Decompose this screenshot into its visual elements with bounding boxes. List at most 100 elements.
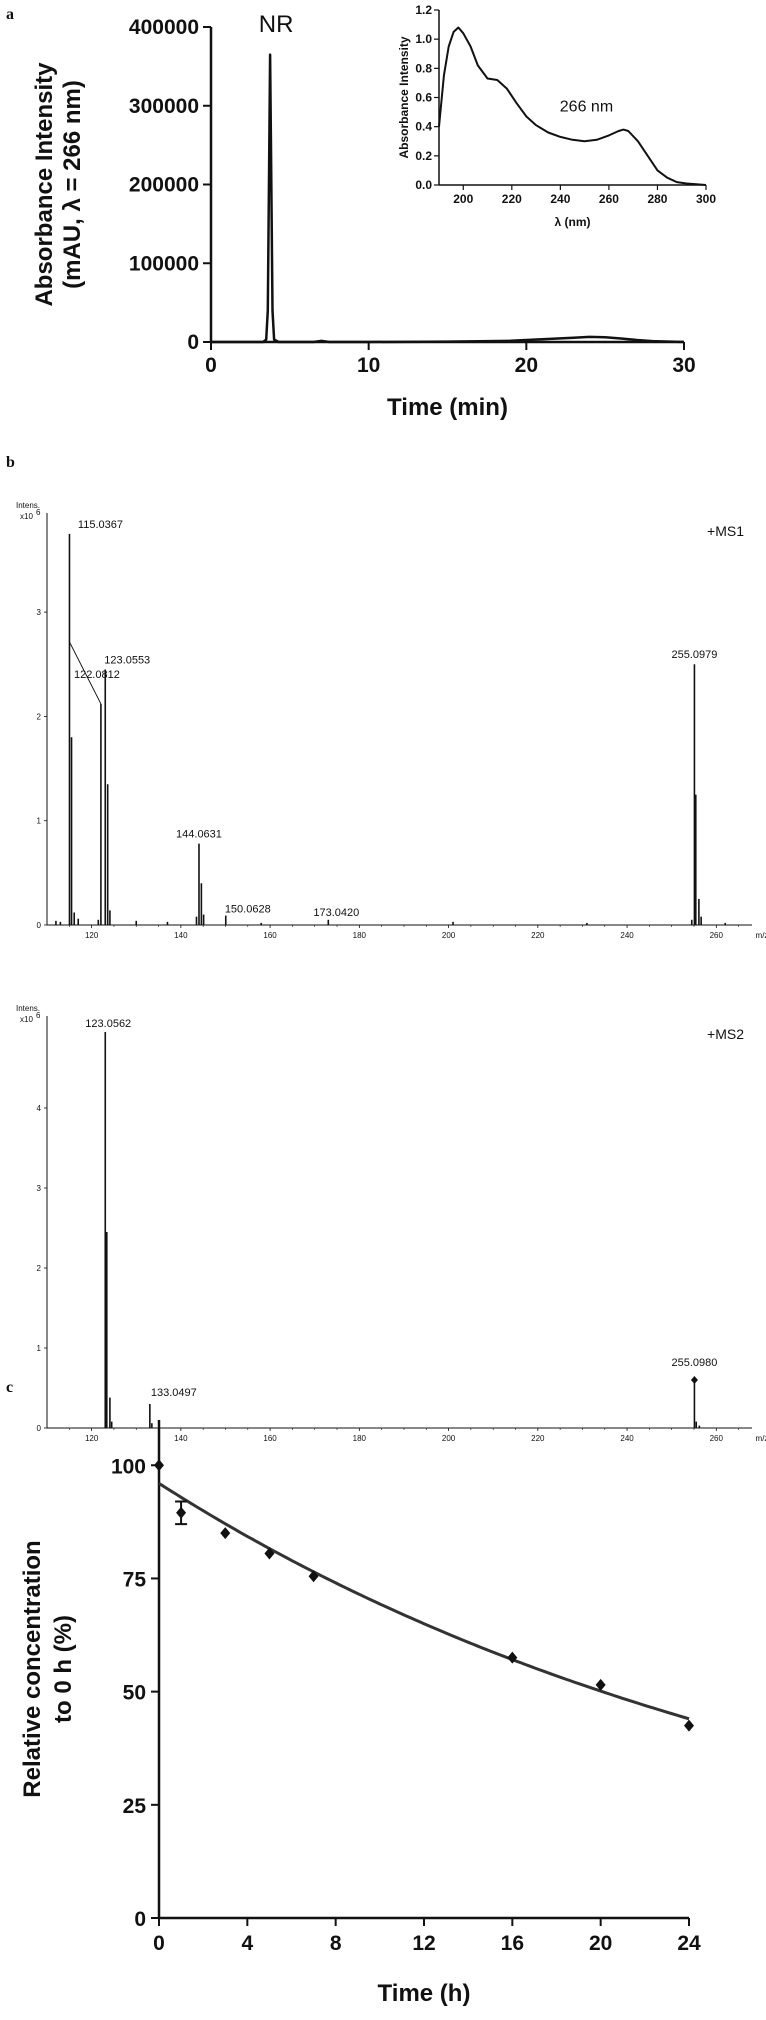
data-point-diamond bbox=[154, 1459, 164, 1472]
inset-x-tick-label: 280 bbox=[647, 192, 667, 206]
panel-letter-c: c bbox=[6, 1379, 13, 1396]
ms-scale-exponent: 6 bbox=[36, 1011, 41, 1020]
inset-y-axis-title: Absorbance Intensity bbox=[397, 36, 411, 158]
ms-peak-label: 144.0631 bbox=[176, 829, 222, 841]
y-axis-title-line2: (mAU, λ = 266 nm) bbox=[59, 80, 86, 289]
ms-y-tick-label: 1 bbox=[37, 817, 42, 826]
data-point-diamond bbox=[684, 1719, 694, 1732]
y-tick-label: 300000 bbox=[129, 95, 199, 118]
ms-intens-label: Intens. bbox=[16, 501, 40, 510]
peak-label-nr: NR bbox=[259, 11, 294, 38]
ms-intens-label: Intens. bbox=[16, 1004, 40, 1013]
ms-y-tick-label: 2 bbox=[37, 1264, 42, 1273]
chromatogram-chart: 0 100000 200000 300000 400000 0 10 20 30 Time (mi… bbox=[31, 11, 696, 421]
precursor-diamond-marker bbox=[690, 1376, 698, 1384]
ms-scan-label: +MS2 bbox=[707, 1026, 744, 1042]
inset-y-tick-label: 0.4 bbox=[415, 120, 432, 134]
ms-x-tick-label: 180 bbox=[353, 1434, 367, 1443]
data-point-diamond bbox=[308, 1570, 319, 1583]
ms-x-tick-label: 260 bbox=[710, 931, 724, 940]
ms-peak-label: 255.0980 bbox=[671, 1357, 717, 1369]
x-tick-label: 0 bbox=[205, 354, 217, 377]
panel-letter-a: a bbox=[6, 6, 14, 23]
x-axis-title: Time (h) bbox=[378, 1980, 471, 2007]
ms-scale-label: x10 bbox=[20, 512, 33, 521]
uv-spectrum-inset-chart: 0.0 0.2 0.4 0.6 0.8 1.0 1.2 200 220 240 260 280 300 λ… bbox=[397, 3, 716, 229]
inset-x-axis-title: λ (nm) bbox=[555, 215, 591, 229]
fit-curve bbox=[158, 1482, 690, 1721]
ms-x-tick-label: 200 bbox=[442, 1434, 456, 1443]
ms-x-tick-label: 160 bbox=[263, 931, 277, 940]
inset-x-tick-label: 200 bbox=[453, 192, 473, 206]
ms-y-tick-label: 3 bbox=[37, 1184, 42, 1193]
ms-x-tick-label: 220 bbox=[531, 931, 545, 940]
x-tick-label: 12 bbox=[412, 1932, 435, 1955]
ms2-spectrum-chart: 0 1 2 3 4 120 140 160 180 200 220 240 260 m/z Intens. x… bbox=[16, 1004, 766, 1443]
ms-scale-exponent: 6 bbox=[36, 508, 41, 517]
y-tick-label: 200000 bbox=[129, 174, 199, 197]
ms-unit-label: m/z bbox=[756, 1434, 766, 1443]
uv-peak-annotation: 266 nm bbox=[560, 99, 613, 116]
inset-y-tick-label: 0.0 bbox=[415, 178, 432, 192]
ms-peak-label: 255.0979 bbox=[671, 649, 717, 661]
y-tick-label: 0 bbox=[187, 331, 199, 354]
ms-unit-label: m/z bbox=[756, 931, 766, 940]
y-axis-title-line1: Absorbance Intensity bbox=[31, 62, 58, 307]
data-point-diamond bbox=[220, 1527, 231, 1540]
y-tick-label: 25 bbox=[123, 1795, 147, 1818]
ms-peak-label: 115.0367 bbox=[78, 519, 123, 531]
ms-scan-label: +MS1 bbox=[707, 523, 744, 539]
ms-x-tick-label: 240 bbox=[620, 1434, 634, 1443]
x-axis-title: Time (min) bbox=[387, 394, 508, 421]
inset-x-tick-label: 220 bbox=[502, 192, 522, 206]
x-tick-label: 20 bbox=[589, 1932, 612, 1955]
ms-peak-label: 173.0420 bbox=[313, 907, 359, 919]
data-point-diamond bbox=[176, 1506, 187, 1519]
ms-x-tick-label: 180 bbox=[353, 931, 367, 940]
inset-x-tick-label: 240 bbox=[550, 192, 570, 206]
inset-x-tick-label: 260 bbox=[599, 192, 619, 206]
inset-y-tick-label: 0.6 bbox=[415, 91, 432, 105]
uv-spectrum-trace bbox=[438, 26, 707, 186]
ms-x-tick-label: 240 bbox=[620, 931, 634, 940]
y-tick-label: 0 bbox=[134, 1908, 146, 1931]
ms-y-tick-label: 4 bbox=[37, 1104, 42, 1113]
ms-peak-label: 133.0497 bbox=[151, 1387, 197, 1399]
ms-y-tick-label: 0 bbox=[37, 1424, 42, 1433]
y-tick-label: 50 bbox=[123, 1682, 146, 1705]
stability-chart: 0 25 50 75 100 0 4 8 12 16 20 24 Time (h) Relative co… bbox=[19, 1420, 701, 2007]
ms-x-tick-label: 200 bbox=[442, 931, 456, 940]
panel-letter-b: b bbox=[6, 454, 15, 471]
ms-peak-label: 123.0562 bbox=[85, 1018, 131, 1030]
ms1-spectrum-chart: 0 1 2 3 120 140 160 180 200 220 240 260 m/z Intens. x1… bbox=[16, 501, 766, 940]
x-tick-label: 8 bbox=[330, 1932, 342, 1955]
ms-x-tick-label: 120 bbox=[85, 1434, 99, 1443]
ms-y-tick-label: 2 bbox=[37, 712, 42, 721]
ms-y-tick-label: 3 bbox=[37, 608, 42, 617]
y-axis-title-line2: to 0 h (%) bbox=[50, 1615, 77, 1723]
inset-y-tick-label: 1.0 bbox=[415, 32, 432, 46]
ms-y-tick-label: 1 bbox=[37, 1344, 42, 1353]
y-tick-label: 100 bbox=[111, 1455, 146, 1478]
y-tick-label: 400000 bbox=[129, 16, 199, 39]
x-tick-label: 4 bbox=[241, 1932, 253, 1955]
ms-x-tick-label: 140 bbox=[174, 1434, 188, 1443]
ms-x-tick-label: 120 bbox=[85, 931, 99, 940]
inset-y-tick-label: 0.2 bbox=[415, 149, 432, 163]
y-tick-label: 75 bbox=[123, 1568, 147, 1591]
ms-peak-label: 122.0812 bbox=[74, 669, 120, 681]
ms-peak-label: 123.0553 bbox=[104, 654, 150, 666]
x-tick-label: 0 bbox=[153, 1932, 165, 1955]
ms-label-leader-line bbox=[68, 640, 102, 705]
inset-y-tick-label: 1.2 bbox=[415, 3, 432, 17]
ms-x-tick-label: 260 bbox=[710, 1434, 724, 1443]
data-point-diamond bbox=[595, 1678, 606, 1691]
x-tick-label: 16 bbox=[501, 1932, 524, 1955]
y-axis-title-line1: Relative concentration bbox=[19, 1540, 46, 1797]
ms-x-tick-label: 220 bbox=[531, 1434, 545, 1443]
inset-y-tick-label: 0.8 bbox=[415, 61, 432, 75]
ms-x-tick-label: 140 bbox=[174, 931, 188, 940]
ms-peak-label: 150.0628 bbox=[225, 904, 271, 916]
data-point-diamond bbox=[264, 1547, 275, 1560]
